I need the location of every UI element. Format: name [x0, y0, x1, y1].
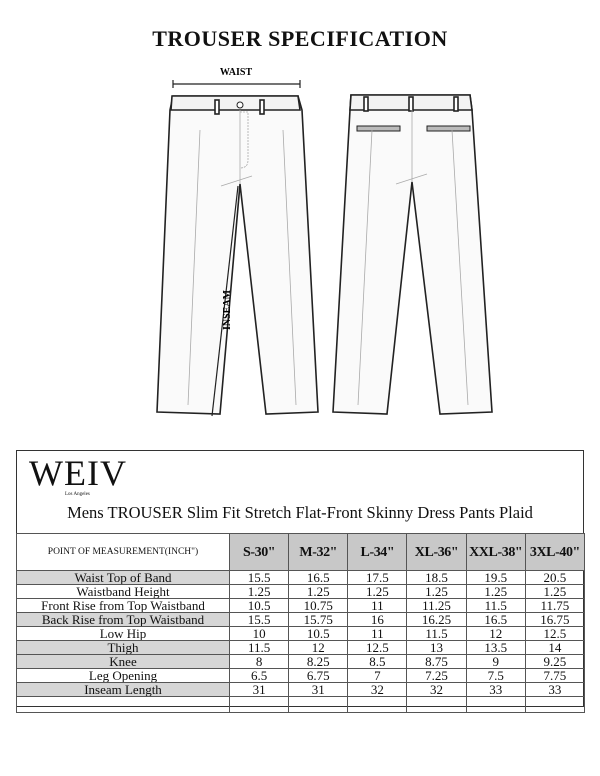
- measurement-label: Back Rise from Top Waistband: [16, 612, 230, 627]
- table-row: Thigh 11.5 12 12.5 13 13.5 14: [16, 640, 586, 655]
- measurement-value: 1.25: [288, 584, 349, 599]
- inseam-label: INSEAM: [222, 289, 233, 330]
- measurement-label: Inseam Length: [16, 682, 230, 697]
- measurement-value: 8.5: [347, 654, 408, 669]
- measurement-label: Leg Opening: [16, 668, 230, 683]
- size-header: XXL-38": [465, 533, 526, 571]
- measurement-value: 31: [228, 682, 290, 697]
- empty-cell: [465, 696, 526, 713]
- empty-cell: [288, 696, 349, 713]
- measurement-value: 16.75: [524, 612, 586, 627]
- measurement-value: 9.25: [524, 654, 586, 669]
- measurement-value: 16.25: [406, 612, 467, 627]
- page-title: TROUSER SPECIFICATION: [152, 26, 448, 51]
- table-row: Inseam Length 31 31 32 32 33 33: [16, 682, 586, 697]
- measurement-value: 33: [524, 682, 586, 697]
- empty-cell: [406, 696, 467, 713]
- measurement-value: 33: [465, 682, 526, 697]
- table-row: Leg Opening 6.5 6.75 7 7.25 7.5 7.75: [16, 668, 586, 683]
- measurement-value: 12.5: [524, 626, 586, 641]
- measurement-value: 1.25: [465, 584, 526, 599]
- table-row: Waist Top of Band 15.5 16.5 17.5 18.5 19.5 20.…: [16, 570, 586, 585]
- header-point-of-measurement: POINT OF MEASUREMENT(INCH"): [16, 533, 230, 571]
- measurement-value: 11: [347, 626, 408, 641]
- product-title: Mens TROUSER Slim Fit Stretch Flat-Front…: [67, 503, 533, 522]
- header-row: POINT OF MEASUREMENT(INCH") S-30" M-32" …: [16, 533, 586, 571]
- brand-logo: WEIV: [29, 453, 127, 493]
- measurement-value: 16: [347, 612, 408, 627]
- measurement-value: 11.5: [406, 626, 467, 641]
- measurement-value: 11.25: [406, 598, 467, 613]
- measurement-value: 10.5: [228, 598, 290, 613]
- waist-label: WAIST: [220, 67, 253, 78]
- measurement-label: Thigh: [16, 640, 230, 655]
- measurement-label: Waist Top of Band: [16, 570, 230, 585]
- empty-cell: [16, 696, 230, 713]
- table-row: Front Rise from Top Waistband 10.5 10.75 11…: [16, 598, 586, 613]
- measurement-value: 1.25: [524, 584, 586, 599]
- empty-cell: [524, 696, 586, 713]
- measurement-value: 12: [465, 626, 526, 641]
- trouser-diagram: WAIST INSEAM: [156, 67, 493, 417]
- table-row: Back Rise from Top Waistband 15.5 15.75 16 1…: [16, 612, 586, 627]
- size-header: XL-36": [406, 533, 467, 571]
- measurement-value: 17.5: [347, 570, 408, 585]
- measurement-value: 1.25: [347, 584, 408, 599]
- size-header: 3XL-40": [524, 533, 586, 571]
- measurement-label: Front Rise from Top Waistband: [16, 598, 230, 613]
- measurement-value: 7.5: [465, 668, 526, 683]
- measurement-value: 10: [228, 626, 290, 641]
- measurement-value: 19.5: [465, 570, 526, 585]
- size-header: M-32": [288, 533, 349, 571]
- measurement-value: 12: [288, 640, 349, 655]
- measurement-value: 15.75: [288, 612, 349, 627]
- measurement-value: 1.25: [406, 584, 467, 599]
- brand-tagline: Los Angeles: [65, 492, 90, 497]
- measurement-value: 13.5: [465, 640, 526, 655]
- measurement-value: 18.5: [406, 570, 467, 585]
- back-trouser: [332, 94, 493, 415]
- table-row: Knee 8 8.25 8.5 8.75 9 9.25: [16, 654, 586, 669]
- measurement-value: 15.5: [228, 612, 290, 627]
- table-row: Low Hip 10 10.5 11 11.5 12 12.5: [16, 626, 586, 641]
- measurement-value: 11.75: [524, 598, 586, 613]
- measurement-value: 10.5: [288, 626, 349, 641]
- measurement-value: 7: [347, 668, 408, 683]
- measurement-value: 31: [288, 682, 349, 697]
- measurement-value: 9: [465, 654, 526, 669]
- measurement-label: Knee: [16, 654, 230, 669]
- size-chart-table: POINT OF MEASUREMENT(INCH") S-30" M-32" …: [16, 533, 586, 713]
- measurement-value: 1.25: [228, 584, 290, 599]
- measurement-value: 11: [347, 598, 408, 613]
- measurement-value: 16.5: [465, 612, 526, 627]
- measurement-value: 6.5: [228, 668, 290, 683]
- table-row: Waistband Height 1.25 1.25 1.25 1.25 1.25 1.25: [16, 584, 586, 599]
- measurement-value: 7.25: [406, 668, 467, 683]
- measurement-value: 11.5: [228, 640, 290, 655]
- measurement-value: 16.5: [288, 570, 349, 585]
- measurement-value: 7.75: [524, 668, 586, 683]
- measurement-value: 8: [228, 654, 290, 669]
- measurement-value: 32: [347, 682, 408, 697]
- measurement-value: 13: [406, 640, 467, 655]
- size-header: L-34": [347, 533, 408, 571]
- blank-row: [16, 696, 586, 713]
- measurement-value: 20.5: [524, 570, 586, 585]
- measurement-label: Waistband Height: [16, 584, 230, 599]
- measurement-value: 10.75: [288, 598, 349, 613]
- measurement-label: Low Hip: [16, 626, 230, 641]
- measurement-value: 11.5: [465, 598, 526, 613]
- measurement-value: 14: [524, 640, 586, 655]
- empty-cell: [228, 696, 290, 713]
- measurement-value: 15.5: [228, 570, 290, 585]
- front-trouser: [156, 95, 319, 415]
- empty-cell: [347, 696, 408, 713]
- measurement-value: 32: [406, 682, 467, 697]
- measurement-value: 12.5: [347, 640, 408, 655]
- measurement-value: 6.75: [288, 668, 349, 683]
- measurement-value: 8.25: [288, 654, 349, 669]
- size-header: S-30": [228, 533, 290, 571]
- measurement-value: 8.75: [406, 654, 467, 669]
